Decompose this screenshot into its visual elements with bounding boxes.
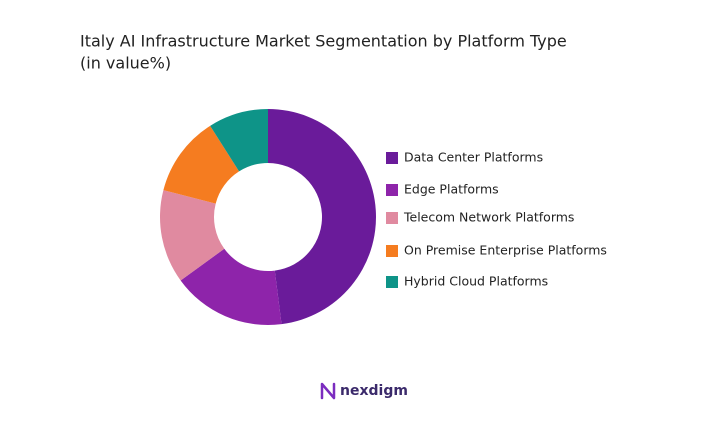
legend-label: Edge Platforms [404, 182, 499, 197]
legend-swatch [386, 184, 398, 196]
legend-label: On Premise Enterprise Platforms [404, 243, 607, 258]
legend-swatch [386, 152, 398, 164]
brand-logo: nexdigm [320, 382, 408, 400]
legend-label: Hybrid Cloud Platforms [404, 274, 548, 289]
donut-slice [163, 125, 240, 204]
legend-swatch [386, 245, 398, 257]
legend-label: Data Center Platforms [404, 150, 543, 165]
brand-icon [320, 382, 336, 400]
donut-slice [210, 109, 268, 172]
chart-subtitle: (in value%) [80, 54, 171, 73]
legend-swatch [386, 276, 398, 288]
donut-slice [160, 190, 225, 281]
brand-name: nexdigm [340, 383, 408, 399]
donut-slice [180, 248, 282, 325]
chart-title: Italy AI Infrastructure Market Segmentat… [80, 32, 567, 51]
donut-slice [268, 109, 376, 325]
legend-swatch [386, 212, 398, 224]
legend-label: Telecom Network Platforms [403, 210, 574, 225]
